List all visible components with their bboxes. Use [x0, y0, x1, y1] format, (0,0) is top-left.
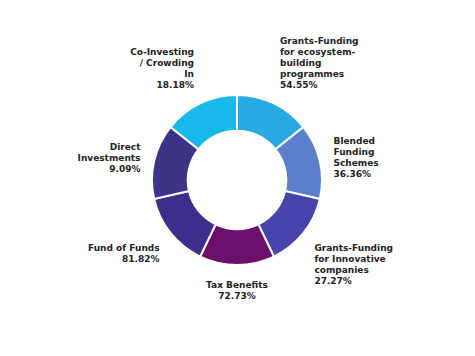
slice-label: Tax Benefits72.73%	[206, 280, 268, 301]
slice-label: Grants-Fundingfor Innovativecompanies27.…	[314, 243, 393, 286]
chart-container: Grants-Fundingfor ecosystem-buildingprog…	[0, 0, 475, 356]
slice	[154, 191, 215, 257]
slice-label: Fund of Funds81.82%	[88, 243, 160, 264]
slice-label: Grants-Fundingfor ecosystem-buildingprog…	[280, 36, 359, 90]
slice	[276, 127, 322, 199]
slice-label: DirectInvestments9.09%	[78, 142, 142, 174]
labels: Grants-Fundingfor ecosystem-buildingprog…	[78, 36, 393, 301]
slices	[152, 95, 322, 265]
chart: Grants-Fundingfor ecosystem-buildingprog…	[0, 0, 475, 356]
slice	[171, 95, 237, 149]
slice-label: Co-Investing/ CrowdingIn18.18%	[130, 47, 194, 90]
slice-label: BlendedFundingSchemes36.36%	[334, 136, 379, 179]
